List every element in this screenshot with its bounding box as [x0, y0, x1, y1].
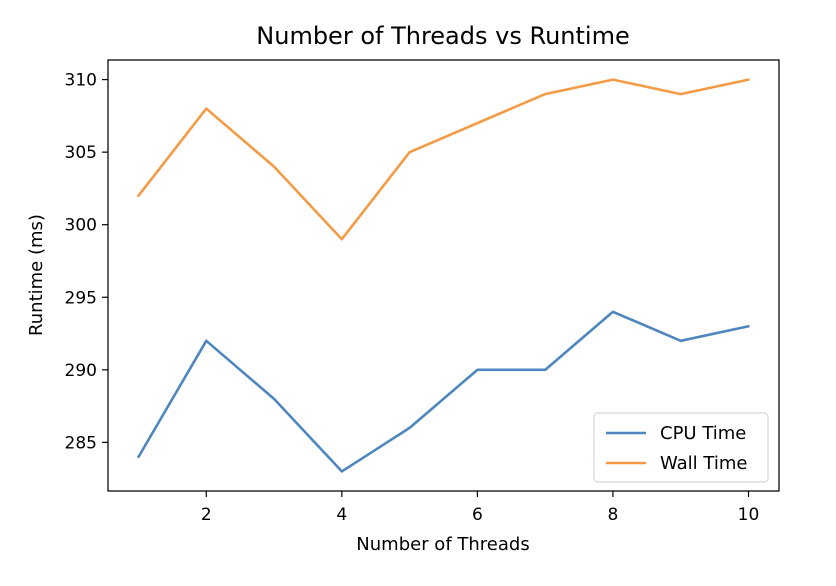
x-tick-label-4: 10	[738, 505, 760, 525]
y-tick-label-5: 310	[65, 71, 97, 91]
y-tick-label-0: 285	[65, 433, 97, 453]
series-line-wall-time	[137, 78, 750, 241]
legend: CPU Time Wall Time	[593, 412, 769, 483]
legend-wall-time-label: Wall Time	[660, 453, 747, 474]
y-tick-label-2: 295	[65, 288, 97, 308]
series-line-cpu-time	[137, 310, 750, 473]
y-tick-label-3: 300	[65, 216, 97, 236]
legend-cpu-time-label: CPU Time	[660, 423, 746, 444]
chart-title: Number of Threads vs Runtime	[256, 22, 629, 50]
legend-box	[593, 412, 769, 483]
x-tick-label-1: 4	[336, 505, 347, 525]
y-tick-label-1: 290	[65, 361, 97, 381]
x-tick-label-2: 6	[472, 505, 483, 525]
series-lines	[137, 78, 750, 473]
y-axis-ticks: 285 290 295 300 305 310	[65, 71, 108, 453]
y-tick-label-4: 305	[65, 143, 97, 163]
y-axis-label: Runtime (ms)	[26, 214, 47, 336]
x-tick-label-3: 8	[608, 505, 619, 525]
x-tick-label-0: 2	[201, 505, 212, 525]
x-axis-ticks: 2 4 6 8 10	[201, 491, 759, 525]
x-axis-label: Number of Threads	[356, 534, 529, 555]
